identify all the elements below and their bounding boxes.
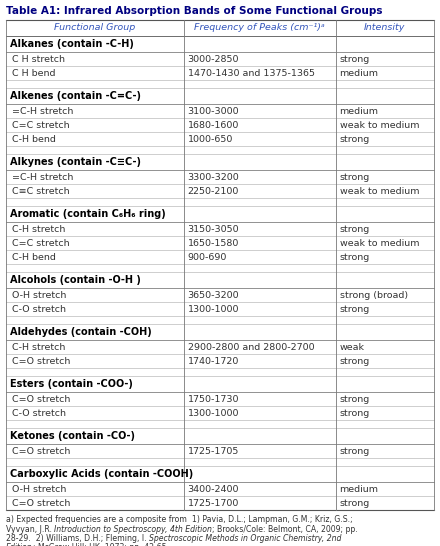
- Text: C-H stretch: C-H stretch: [12, 342, 66, 352]
- Text: weak to medium: weak to medium: [340, 121, 419, 129]
- Text: 900-690: 900-690: [187, 252, 227, 262]
- Text: C=O stretch: C=O stretch: [12, 447, 70, 455]
- Text: 1725-1700: 1725-1700: [187, 498, 239, 507]
- Text: 3650-3200: 3650-3200: [187, 290, 239, 300]
- Text: strong: strong: [340, 173, 370, 181]
- Text: Aromatic (contain C₆H₆ ring): Aromatic (contain C₆H₆ ring): [10, 209, 166, 219]
- Text: 1750-1730: 1750-1730: [187, 395, 239, 403]
- Text: 3300-3200: 3300-3200: [187, 173, 239, 181]
- Text: Alkanes (contain -C-H): Alkanes (contain -C-H): [10, 39, 134, 49]
- Text: weak to medium: weak to medium: [340, 187, 419, 195]
- Text: C=C stretch: C=C stretch: [12, 239, 70, 247]
- Text: 3100-3000: 3100-3000: [187, 106, 239, 116]
- Text: 2250-2100: 2250-2100: [187, 187, 239, 195]
- Text: strong: strong: [340, 498, 370, 507]
- Text: C-O stretch: C-O stretch: [12, 408, 66, 418]
- Text: strong: strong: [340, 447, 370, 455]
- Text: C=C stretch: C=C stretch: [12, 121, 70, 129]
- Text: C=O stretch: C=O stretch: [12, 395, 70, 403]
- Text: weak: weak: [340, 342, 365, 352]
- Text: strong: strong: [340, 134, 370, 144]
- Text: Introduction to Spectroscopy, 4th Edition: Introduction to Spectroscopy, 4th Editio…: [55, 525, 213, 533]
- Text: medium: medium: [340, 68, 378, 78]
- Text: medium: medium: [340, 484, 378, 494]
- Text: C=O stretch: C=O stretch: [12, 357, 70, 365]
- Text: 1650-1580: 1650-1580: [187, 239, 239, 247]
- Text: strong: strong: [340, 55, 370, 63]
- Text: 1725-1705: 1725-1705: [187, 447, 239, 455]
- Text: Alkynes (contain -C≡C-): Alkynes (contain -C≡C-): [10, 157, 141, 167]
- Text: 1470-1430 and 1375-1365: 1470-1430 and 1375-1365: [187, 68, 315, 78]
- Text: Table A1: Infrared Absorption Bands of Some Functional Groups: Table A1: Infrared Absorption Bands of S…: [6, 6, 382, 16]
- Text: Frequency of Peaks (cm⁻¹)ᵃ: Frequency of Peaks (cm⁻¹)ᵃ: [194, 23, 325, 33]
- Text: =C-H stretch: =C-H stretch: [12, 173, 73, 181]
- Text: weak to medium: weak to medium: [340, 239, 419, 247]
- Text: strong: strong: [340, 408, 370, 418]
- Text: strong: strong: [340, 305, 370, 313]
- Text: C≡C stretch: C≡C stretch: [12, 187, 70, 195]
- Text: O-H stretch: O-H stretch: [12, 484, 66, 494]
- Text: ; McGraw Hill: UK, 1973; pp. 42-65.: ; McGraw Hill: UK, 1973; pp. 42-65.: [33, 543, 169, 546]
- Text: 3000-2850: 3000-2850: [187, 55, 239, 63]
- Text: Ketones (contain -CO-): Ketones (contain -CO-): [10, 431, 135, 441]
- Text: medium: medium: [340, 106, 378, 116]
- Text: Alcohols (contain -O-H ): Alcohols (contain -O-H ): [10, 275, 141, 285]
- Text: Carboxylic Acids (contain -COOH): Carboxylic Acids (contain -COOH): [10, 469, 193, 479]
- Text: strong (broad): strong (broad): [340, 290, 408, 300]
- Text: strong: strong: [340, 252, 370, 262]
- Text: C=O stretch: C=O stretch: [12, 498, 70, 507]
- Text: Esters (contain -COO-): Esters (contain -COO-): [10, 379, 133, 389]
- Text: strong: strong: [340, 224, 370, 234]
- Text: 3400-2400: 3400-2400: [187, 484, 239, 494]
- Text: ; Brooks/Cole: Belmont, CA, 2009; pp.: ; Brooks/Cole: Belmont, CA, 2009; pp.: [213, 525, 358, 533]
- Text: 1300-1000: 1300-1000: [187, 408, 239, 418]
- Text: 1300-1000: 1300-1000: [187, 305, 239, 313]
- Text: Spectroscopic Methods in Organic Chemistry, 2nd: Spectroscopic Methods in Organic Chemist…: [149, 534, 341, 543]
- Text: O-H stretch: O-H stretch: [12, 290, 66, 300]
- Text: 1000-650: 1000-650: [187, 134, 233, 144]
- Text: C-O stretch: C-O stretch: [12, 305, 66, 313]
- Text: C H stretch: C H stretch: [12, 55, 65, 63]
- Text: 1740-1720: 1740-1720: [187, 357, 239, 365]
- Text: C-H bend: C-H bend: [12, 134, 56, 144]
- Text: strong: strong: [340, 357, 370, 365]
- Text: Edition: Edition: [6, 543, 33, 546]
- Text: 1680-1600: 1680-1600: [187, 121, 239, 129]
- Text: Alkenes (contain -C=C-): Alkenes (contain -C=C-): [10, 91, 141, 101]
- Text: Intensity: Intensity: [364, 23, 406, 33]
- Text: Functional Group: Functional Group: [54, 23, 136, 33]
- Text: C H bend: C H bend: [12, 68, 55, 78]
- Text: Aldehydes (contain -COH): Aldehydes (contain -COH): [10, 327, 152, 337]
- Text: =C-H stretch: =C-H stretch: [12, 106, 73, 116]
- Text: a) Expected frequencies are a composite from  1) Pavia, D.L.; Lampman, G.M.; Kri: a) Expected frequencies are a composite …: [6, 515, 352, 524]
- Text: C-H stretch: C-H stretch: [12, 224, 66, 234]
- Text: 28-29.  2) Williams, D.H.; Fleming, I.: 28-29. 2) Williams, D.H.; Fleming, I.: [6, 534, 149, 543]
- Text: 3150-3050: 3150-3050: [187, 224, 239, 234]
- Text: strong: strong: [340, 395, 370, 403]
- Text: 2900-2800 and 2800-2700: 2900-2800 and 2800-2700: [187, 342, 314, 352]
- Text: C-H bend: C-H bend: [12, 252, 56, 262]
- Text: Vyvyan, J.R.: Vyvyan, J.R.: [6, 525, 55, 533]
